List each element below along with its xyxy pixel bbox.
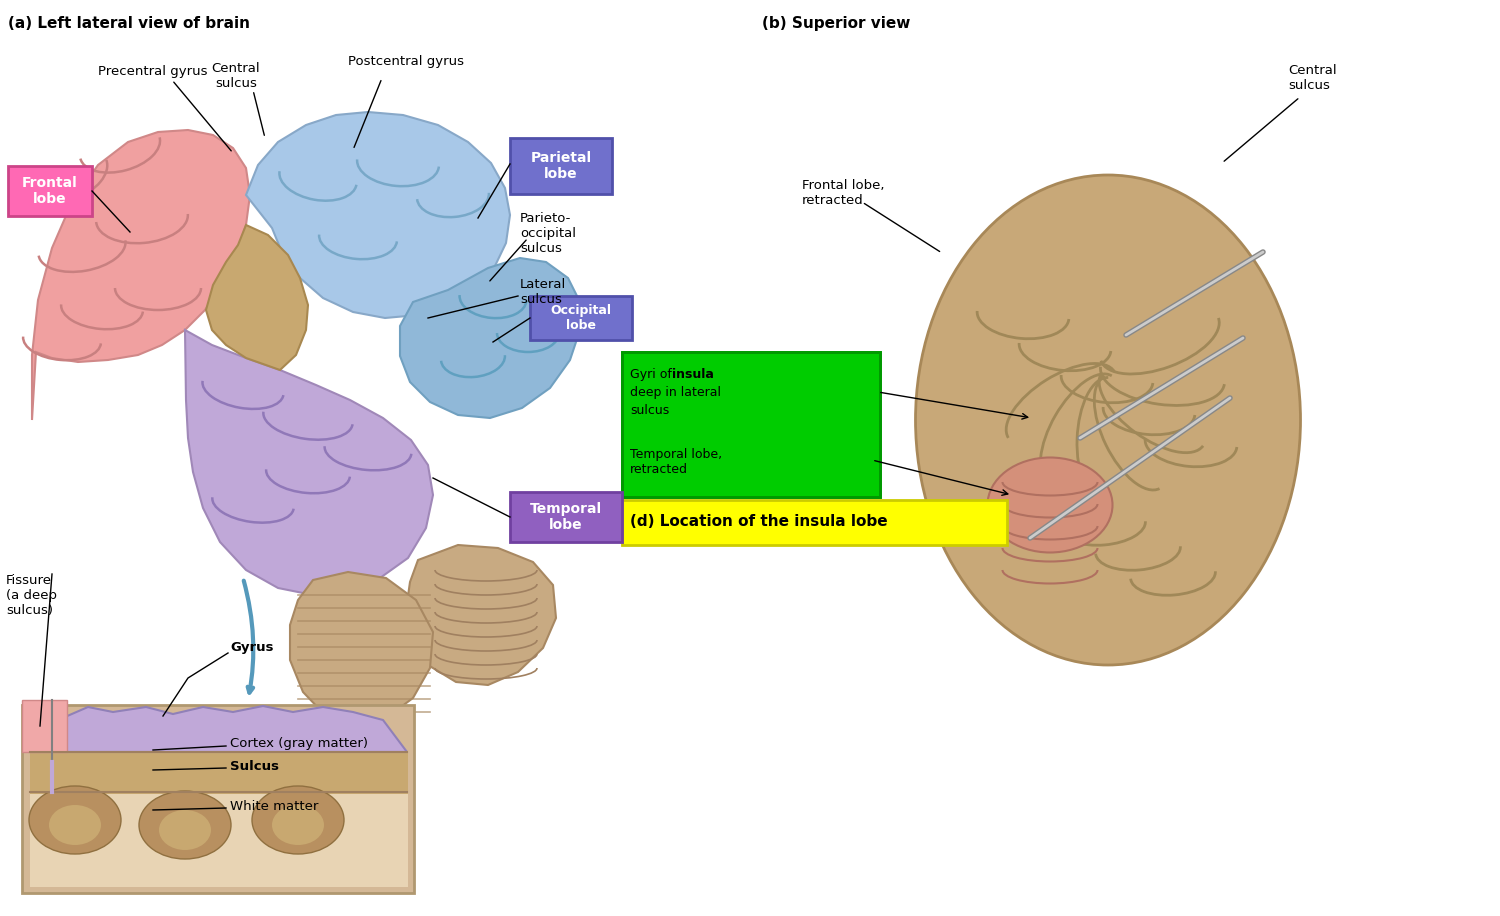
Text: Precentral gyrus: Precentral gyrus <box>98 66 207 79</box>
FancyBboxPatch shape <box>8 166 92 216</box>
Text: Temporal lobe,
retracted: Temporal lobe, retracted <box>630 448 722 476</box>
FancyBboxPatch shape <box>510 492 622 542</box>
Text: (d) Location of the insula lobe: (d) Location of the insula lobe <box>630 515 888 529</box>
Text: Parietal
lobe: Parietal lobe <box>531 151 591 181</box>
Polygon shape <box>22 700 68 752</box>
Polygon shape <box>290 572 434 724</box>
Text: sulcus: sulcus <box>630 404 669 417</box>
Ellipse shape <box>28 786 122 854</box>
Text: Occipital
lobe: Occipital lobe <box>550 304 612 332</box>
FancyBboxPatch shape <box>622 352 880 497</box>
Polygon shape <box>406 545 556 685</box>
Text: Postcentral gyrus: Postcentral gyrus <box>348 56 464 69</box>
Ellipse shape <box>915 175 1300 665</box>
Ellipse shape <box>252 786 344 854</box>
Ellipse shape <box>50 805 100 845</box>
Text: Frontal
lobe: Frontal lobe <box>22 176 78 206</box>
Text: Gyrus: Gyrus <box>230 641 273 655</box>
Text: (a) Left lateral view of brain: (a) Left lateral view of brain <box>8 16 250 31</box>
Text: deep in lateral: deep in lateral <box>630 386 722 399</box>
Text: Lateral
sulcus: Lateral sulcus <box>520 278 567 306</box>
Text: insula: insula <box>672 368 714 381</box>
Bar <box>30 752 408 794</box>
Ellipse shape <box>140 791 231 859</box>
Text: Frontal lobe,
retracted: Frontal lobe, retracted <box>802 179 885 207</box>
Bar <box>22 705 414 893</box>
Text: White matter: White matter <box>230 800 318 812</box>
Text: Central
sulcus: Central sulcus <box>211 62 261 90</box>
Text: Sulcus: Sulcus <box>230 759 279 772</box>
FancyBboxPatch shape <box>622 500 1007 545</box>
Text: Gyri of: Gyri of <box>630 368 676 381</box>
Polygon shape <box>246 112 510 318</box>
Ellipse shape <box>159 810 212 850</box>
Text: Temporal
lobe: Temporal lobe <box>530 502 602 532</box>
Text: Parieto-
occipital
sulcus: Parieto- occipital sulcus <box>520 212 576 255</box>
Polygon shape <box>30 706 406 752</box>
Text: Fissure
(a deep
sulcus): Fissure (a deep sulcus) <box>6 574 57 617</box>
FancyBboxPatch shape <box>510 138 612 194</box>
Polygon shape <box>184 330 434 595</box>
Text: Central
sulcus: Central sulcus <box>1288 64 1336 92</box>
FancyBboxPatch shape <box>530 296 632 340</box>
Text: Cortex (gray matter): Cortex (gray matter) <box>230 736 368 749</box>
Polygon shape <box>32 130 251 420</box>
Polygon shape <box>400 258 580 418</box>
Bar <box>30 792 408 887</box>
Ellipse shape <box>272 805 324 845</box>
Text: (b) Superior view: (b) Superior view <box>762 16 910 31</box>
Ellipse shape <box>987 457 1113 552</box>
Polygon shape <box>206 225 308 370</box>
